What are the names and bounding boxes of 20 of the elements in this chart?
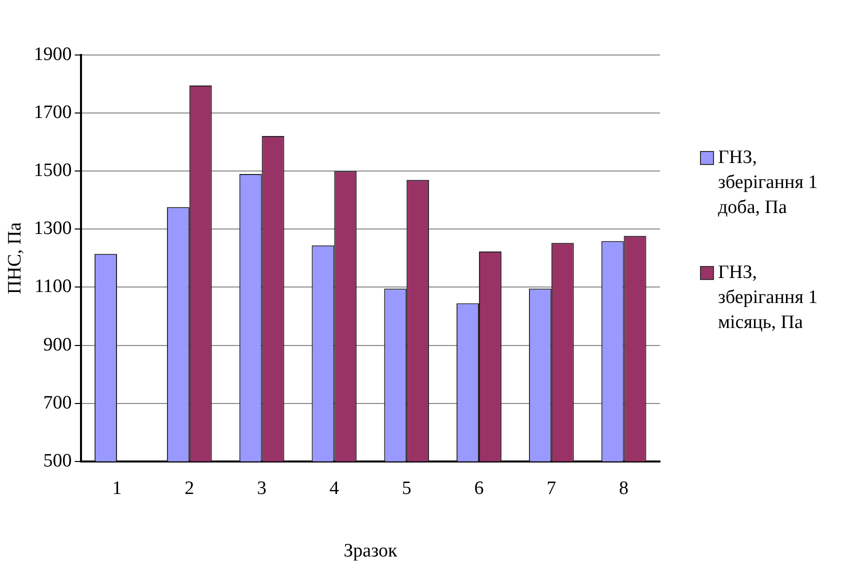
x-tick-label: 2 xyxy=(184,478,194,499)
y-tick-label: 700 xyxy=(43,392,72,414)
legend-label: ГНЗ, зберігання 1 місяць, Па xyxy=(718,261,819,335)
y-tick-label: 900 xyxy=(43,334,72,356)
x-tick-label: 4 xyxy=(329,478,340,499)
y-tick-label: 500 xyxy=(43,450,72,472)
x-tick-label: 7 xyxy=(546,478,556,499)
legend-label: ГНЗ, зберігання 1 доба, Па xyxy=(718,146,819,220)
y-tick-label: 1100 xyxy=(34,276,72,298)
y-axis-title: ПНС, Па xyxy=(4,222,26,294)
x-tick-label: 8 xyxy=(619,478,629,499)
y-tick-label: 1300 xyxy=(34,218,72,240)
x-axis-title: Зразок xyxy=(344,540,398,562)
x-tick-label: 1 xyxy=(112,478,122,499)
x-tick-label: 5 xyxy=(402,478,412,499)
x-tick-label: 6 xyxy=(474,478,484,499)
y-tick-label: 1900 xyxy=(34,44,72,65)
x-tick-label: 3 xyxy=(257,478,267,499)
y-tick-label: 1500 xyxy=(34,160,72,182)
y-tick-label: 1700 xyxy=(34,102,72,124)
